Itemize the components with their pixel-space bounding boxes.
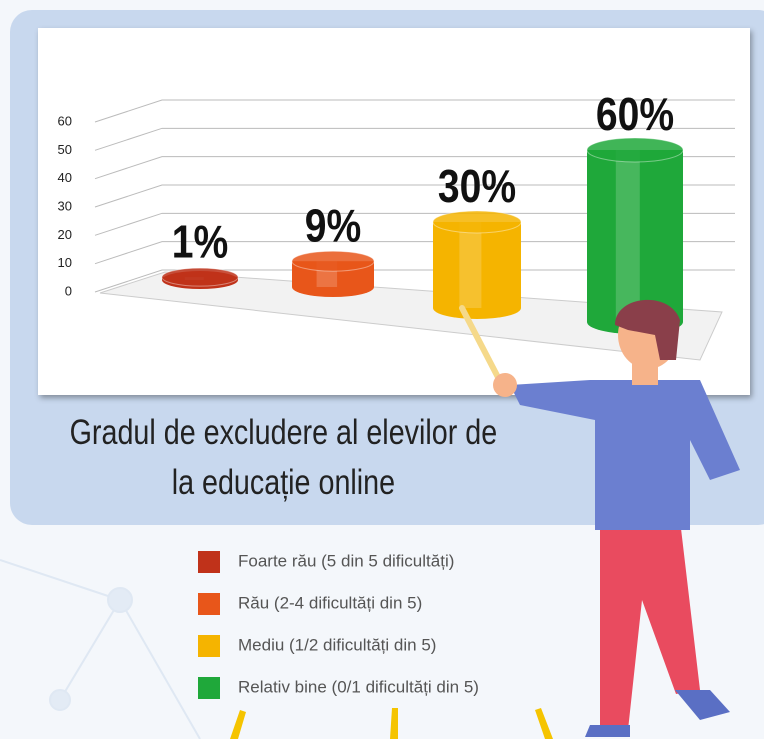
legend: Foarte rău (5 din 5 dificultăți) Rău (2-4… [198,551,479,699]
plot: 0 10 20 30 40 50 60 1% 9% 30% 60% [58,89,735,334]
grid-line [94,99,735,123]
legend-label: Rău (2-4 dificultăți din 5) [238,593,422,612]
y-tick-label: 60 [58,113,72,128]
chart-title: Gradul de excludere al elevilor de la ed… [69,413,498,502]
grid-line [94,212,735,236]
legend-swatch [198,551,220,573]
bar-shine [459,222,482,308]
value-label: 30% [438,161,516,213]
bar-top [432,210,522,234]
y-tick-label: 30 [58,198,72,213]
legend-label: Relativ bine (0/1 dificultăți din 5) [238,677,479,696]
background-network [0,559,201,739]
grid-line [94,241,735,265]
legend-label: Foarte rău (5 din 5 dificultăți) [238,551,454,570]
value-label: 60% [596,89,674,141]
y-tick-label: 10 [58,255,72,270]
value-label: 1% [172,216,229,268]
grid-line [94,269,735,293]
background-beams [230,708,553,739]
y-tick-label: 40 [58,170,72,185]
bar [587,150,683,322]
legend-swatch [198,635,220,657]
bar-shine [615,150,640,322]
legend-swatch [198,593,220,615]
y-tick-label: 0 [65,283,72,298]
teacher [459,299,740,737]
bar-top [586,137,684,163]
grid-line [94,156,735,180]
value-label: 9% [305,200,362,252]
grid-line [94,184,735,208]
legend-swatch [198,677,220,699]
bar-top [161,267,239,287]
bar [433,222,521,308]
grid-line [94,127,735,151]
floor [99,271,723,361]
y-tick-label: 50 [58,142,72,157]
legend-label: Mediu (1/2 dificultăți din 5) [238,635,436,654]
bar-top [291,250,375,272]
y-tick-label: 20 [58,227,72,242]
